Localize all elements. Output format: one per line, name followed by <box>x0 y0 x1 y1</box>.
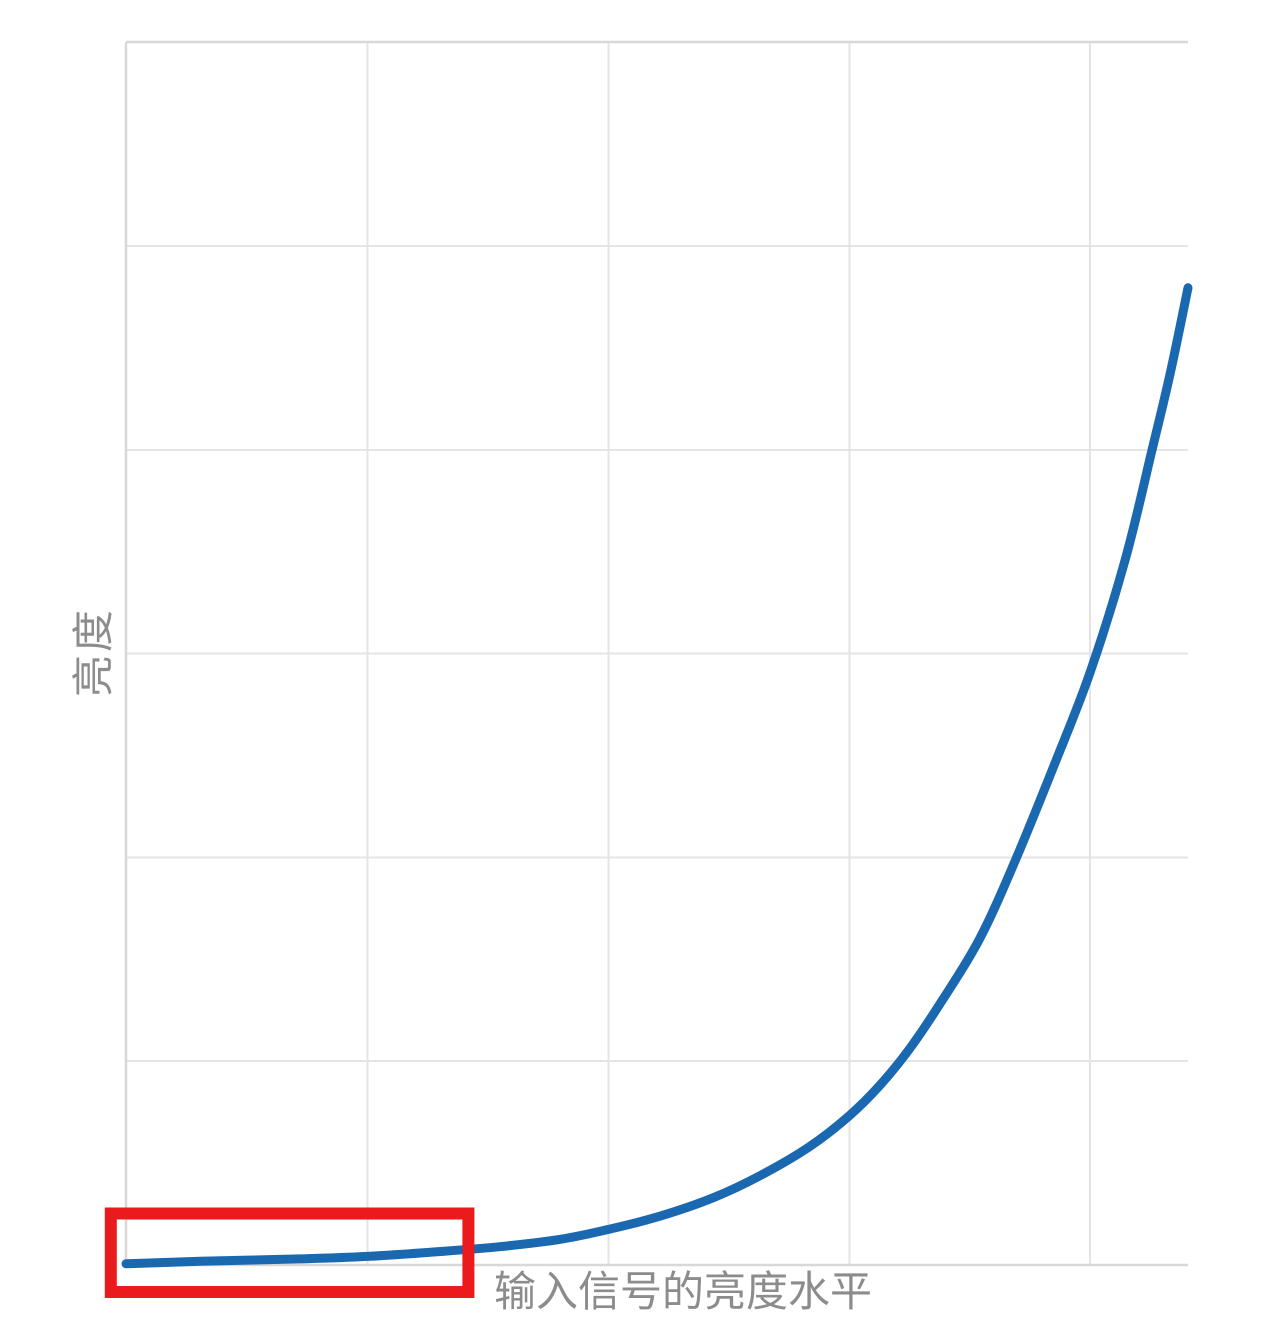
y-axis-label: 亮度 <box>72 606 118 698</box>
brightness-curve <box>121 283 1193 1269</box>
axis-spines <box>124 40 1188 1267</box>
highlight-annotation-box <box>104 1207 475 1298</box>
grid-lines <box>126 42 1188 1265</box>
x-axis-label: 输入信号的亮度水平 <box>493 1270 873 1316</box>
